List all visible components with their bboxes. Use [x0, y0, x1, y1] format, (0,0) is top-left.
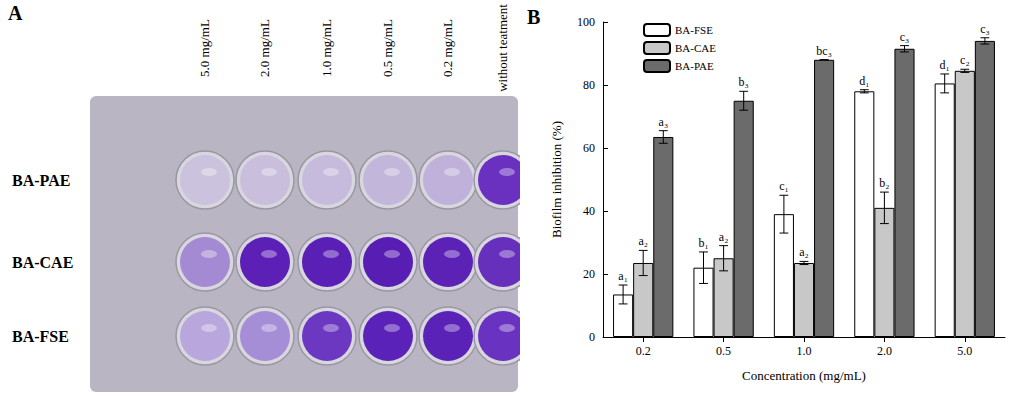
svg-text:BA-FSE: BA-FSE — [675, 24, 713, 36]
svg-text:A: A — [8, 2, 23, 24]
svg-text:c₃: c₃ — [980, 22, 990, 36]
svg-text:b₃: b₃ — [739, 75, 749, 89]
svg-text:a₂: a₂ — [719, 230, 729, 244]
svg-text:0.5 mg/mL: 0.5 mg/mL — [380, 19, 395, 77]
svg-text:a₃: a₃ — [659, 115, 669, 129]
svg-text:c₂: c₂ — [960, 53, 970, 67]
svg-text:Concentration (mg/mL): Concentration (mg/mL) — [742, 368, 866, 383]
svg-text:b₂: b₂ — [879, 176, 889, 190]
svg-text:0.2 mg/mL: 0.2 mg/mL — [440, 19, 455, 77]
svg-text:BA-PAE: BA-PAE — [12, 172, 70, 189]
svg-text:bc₃: bc₃ — [816, 44, 832, 58]
svg-text:5.0 mg/mL: 5.0 mg/mL — [197, 19, 212, 77]
svg-text:40: 40 — [583, 204, 595, 218]
svg-text:80: 80 — [583, 78, 595, 92]
svg-text:0: 0 — [589, 330, 595, 344]
svg-text:d₁: d₁ — [940, 58, 950, 72]
svg-text:d₁: d₁ — [859, 74, 869, 88]
svg-text:c₁: c₁ — [779, 179, 789, 193]
svg-text:0.2: 0.2 — [636, 344, 651, 358]
svg-text:100: 100 — [577, 15, 595, 29]
svg-text:60: 60 — [583, 141, 595, 155]
svg-text:BA-CAE: BA-CAE — [12, 254, 73, 271]
svg-text:BA-PAE: BA-PAE — [675, 60, 714, 72]
svg-text:Biofilm inhibition (%): Biofilm inhibition (%) — [549, 121, 564, 238]
svg-text:0.5: 0.5 — [716, 344, 731, 358]
svg-text:without teatment: without teatment — [495, 4, 510, 92]
svg-text:BA-CAE: BA-CAE — [675, 42, 716, 54]
svg-text:a₂: a₂ — [799, 245, 809, 259]
svg-text:20: 20 — [583, 267, 595, 281]
svg-text:2.0 mg/mL: 2.0 mg/mL — [257, 19, 272, 77]
svg-text:a₂: a₂ — [638, 234, 648, 248]
svg-text:2.0: 2.0 — [877, 344, 892, 358]
svg-text:BA-FSE: BA-FSE — [12, 328, 69, 345]
svg-text:B: B — [527, 6, 540, 28]
svg-text:5.0: 5.0 — [957, 344, 972, 358]
svg-text:b₁: b₁ — [698, 236, 708, 250]
svg-text:a₁: a₁ — [618, 269, 628, 283]
svg-text:1.0: 1.0 — [797, 344, 812, 358]
svg-text:1.0 mg/mL: 1.0 mg/mL — [319, 19, 334, 77]
svg-text:c₃: c₃ — [900, 30, 910, 44]
